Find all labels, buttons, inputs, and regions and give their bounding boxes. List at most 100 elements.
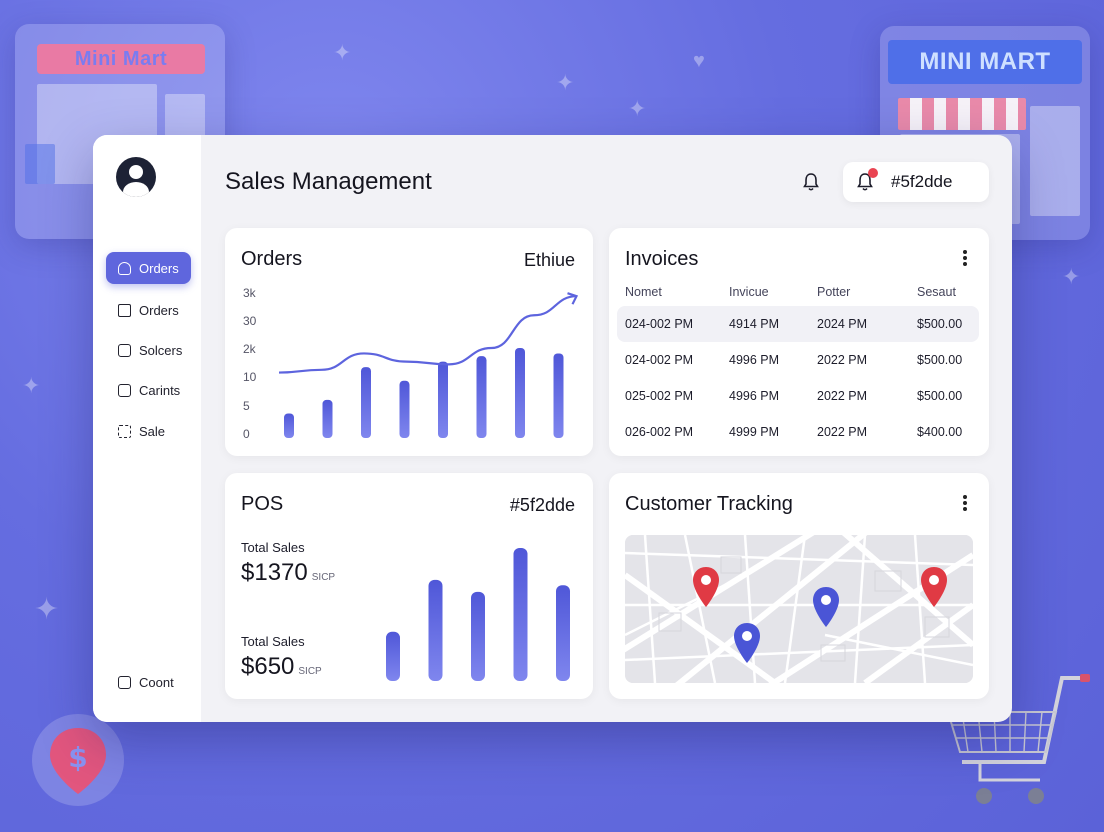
shopping-cart-icon (946, 674, 1090, 804)
map-roads (625, 535, 973, 683)
invoices-card: Invoices Nomet Invicue Potter Sesaut 024… (609, 228, 989, 456)
table-cell: $500.00 (917, 317, 963, 331)
total-sales-value: $650 SICP (241, 653, 322, 681)
sidebar-item-label: Carints (139, 382, 181, 398)
sparkle-decoration: ♥ (693, 50, 705, 72)
orders-title: Orders (241, 248, 303, 270)
page-title: Sales Management (225, 168, 432, 195)
orders-bar (361, 367, 371, 438)
customer-tracking-card: Customer Tracking (609, 473, 989, 699)
awning-decoration (898, 98, 1026, 130)
orders-filter[interactable]: Ethiue (523, 250, 575, 270)
total-sales-unit: SICP (298, 666, 322, 677)
y-tick-label: 10 (243, 370, 257, 384)
home-icon (118, 303, 131, 317)
box-icon (118, 343, 131, 357)
sparkle-decoration: ✦ (22, 373, 41, 398)
sidebar-item-label: Solcers (139, 342, 183, 358)
sidebar-item-orders[interactable]: Orders (106, 294, 191, 326)
map-pin-red-icon[interactable] (919, 565, 949, 609)
pos-bar (386, 631, 400, 681)
table-cell: 2022 PM (817, 425, 868, 439)
table-row[interactable]: 024-002 PM 4914 PM 2024 PM $500.00 (617, 306, 979, 342)
pos-title: POS (241, 493, 284, 515)
table-cell: 2022 PM (817, 389, 868, 403)
pos-bar (471, 591, 485, 681)
table-cell: 025-002 PM (625, 389, 694, 403)
user-chip[interactable]: #5f2dde (843, 162, 989, 202)
table-cell: 2022 PM (817, 353, 868, 367)
sidebar-item-sale[interactable]: Sale (106, 415, 191, 447)
table-cell: 4996 PM (729, 353, 780, 367)
invoices-title: Invoices (625, 248, 699, 270)
column-header: Potter (817, 285, 851, 299)
sidebar-item-label: Orders (139, 302, 179, 318)
orders-bar (284, 413, 294, 438)
table-cell: $400.00 (917, 425, 963, 439)
orders-bar (399, 380, 410, 438)
orders-bar (515, 348, 525, 438)
more-options-icon[interactable] (963, 495, 967, 511)
y-tick-label: 0 (243, 427, 250, 441)
tracking-title: Customer Tracking (625, 493, 793, 515)
table-cell: 4996 PM (729, 389, 780, 403)
table-cell: $500.00 (917, 353, 963, 367)
dollar-pin-icon: $ (32, 714, 124, 806)
more-options-icon[interactable] (963, 250, 967, 266)
sidebar-item-label: Sale (139, 423, 166, 439)
notification-dot (868, 168, 878, 178)
sidebar-item-solcers[interactable]: Solcers (106, 334, 191, 366)
shelf-decoration (25, 144, 55, 184)
pos-bar (513, 548, 528, 681)
orders-bar (438, 361, 448, 438)
table-cell: 024-002 PM (625, 317, 694, 331)
pos-bar (556, 585, 570, 681)
sidebar-item-orders-active[interactable]: Orders (106, 252, 191, 284)
sparkle-decoration: ✦ (1062, 264, 1081, 289)
dashboard-panel: Orders Orders Solcers Carints Sale Coont… (93, 135, 1012, 722)
settings-icon (118, 675, 131, 689)
avatar[interactable] (116, 157, 156, 197)
table-cell: 024-002 PM (625, 353, 694, 367)
table-row[interactable]: 025-002 PM 4996 PM 2022 PM $500.00 (617, 378, 979, 414)
sale-icon (118, 424, 131, 438)
total-sales-label: Total Sales (241, 540, 305, 555)
table-row[interactable]: 026-002 PM 4999 PM 2022 PM $400.00 (617, 414, 979, 450)
orders-chart (278, 292, 579, 438)
store-sign-left: Mini Mart (37, 44, 205, 74)
table-cell: 026-002 PM (625, 425, 694, 439)
bell-icon[interactable] (803, 172, 819, 192)
y-tick-label: 5 (243, 399, 250, 413)
sidebar-item-label: Coont (139, 674, 174, 690)
sparkle-decoration: ✦ (556, 70, 575, 95)
pos-tag: #5f2dde (509, 495, 575, 515)
pos-card: POS #5f2dde Total Sales $1370 SICP Total … (225, 473, 593, 699)
map-pin-red-icon[interactable] (691, 565, 721, 609)
shelf-decoration (1030, 106, 1080, 216)
table-row[interactable]: 024-002 PM 4996 PM 2022 PM $500.00 (617, 342, 979, 378)
map-pin-blue-icon[interactable] (811, 585, 841, 629)
tag-icon (118, 383, 131, 397)
sidebar-item-label: Orders (139, 260, 179, 276)
orders-bar (553, 353, 564, 438)
y-tick-label: 30 (243, 314, 257, 328)
user-icon (118, 261, 131, 275)
pos-bar (428, 579, 443, 681)
sparkle-decoration: ✦ (628, 96, 647, 121)
map-pin-blue-icon[interactable] (732, 621, 762, 665)
customer-map[interactable] (625, 535, 973, 683)
column-header: Sesaut (917, 285, 956, 299)
sidebar-item-carints[interactable]: Carints (106, 374, 191, 406)
total-sales-value: $1370 SICP (241, 559, 335, 587)
user-chip-label: #5f2dde (891, 172, 953, 191)
sidebar-item-coont[interactable]: Coont (106, 666, 191, 698)
total-sales-amount: $650 (241, 653, 295, 680)
notification-bell-icon[interactable] (857, 168, 878, 192)
table-cell: 2024 PM (817, 317, 868, 331)
pos-chart (386, 548, 570, 681)
y-tick-label: 3k (243, 286, 256, 300)
total-sales-unit: SICP (311, 572, 336, 583)
sidebar: Orders Orders Solcers Carints Sale Coont (93, 135, 201, 722)
table-cell: 4999 PM (729, 425, 780, 439)
store-sign-right: MINI MART (888, 40, 1082, 84)
